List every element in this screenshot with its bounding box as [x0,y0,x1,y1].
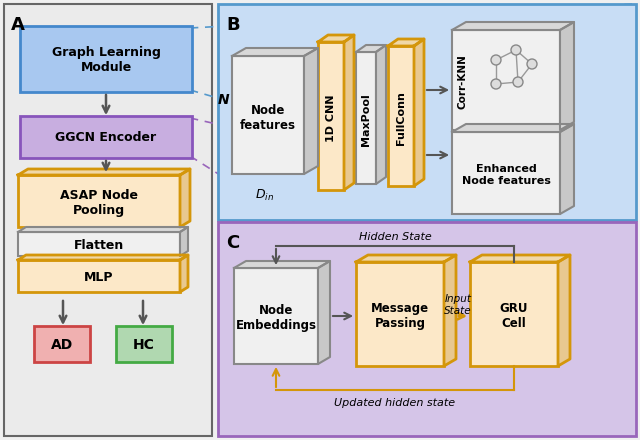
Polygon shape [560,22,574,130]
Circle shape [513,77,523,87]
Polygon shape [232,48,318,56]
Bar [356,262,444,366]
Bar [232,56,304,174]
Text: FullConn: FullConn [396,91,406,145]
Bar [234,268,318,364]
Polygon shape [18,255,188,260]
Polygon shape [304,48,318,174]
Text: Hidden State: Hidden State [358,232,431,242]
Polygon shape [18,227,188,232]
Polygon shape [318,261,330,364]
Bar [318,42,344,190]
Polygon shape [452,22,574,30]
Text: AD: AD [51,338,73,352]
Polygon shape [452,124,574,132]
Polygon shape [234,261,330,268]
Text: GGCN Encoder: GGCN Encoder [56,131,157,143]
Bar [218,4,636,220]
Text: Flatten: Flatten [74,238,124,252]
Text: 1D CNN: 1D CNN [326,94,336,142]
FancyBboxPatch shape [116,326,172,362]
Polygon shape [356,45,386,52]
Polygon shape [18,169,190,175]
Circle shape [511,45,521,55]
Text: HC: HC [133,338,155,352]
Text: Enhanced
Node features: Enhanced Node features [461,164,550,186]
Bar [452,30,560,130]
Polygon shape [558,255,570,366]
Bar [18,260,180,292]
Polygon shape [356,255,456,262]
Circle shape [491,55,501,65]
Polygon shape [560,124,574,214]
Text: Message
Passing: Message Passing [371,302,429,330]
Polygon shape [318,35,354,42]
Circle shape [491,79,501,89]
Polygon shape [180,169,190,227]
Text: Updated hidden state: Updated hidden state [335,398,456,408]
Bar [18,232,180,256]
Text: Node
Embeddings: Node Embeddings [236,304,317,332]
Text: $D_{in}$: $D_{in}$ [255,188,275,203]
Polygon shape [470,255,570,262]
Bar [470,262,558,366]
Bar [218,222,636,436]
FancyBboxPatch shape [20,116,192,158]
Text: GRU
Cell: GRU Cell [500,302,528,330]
Bar [388,46,414,186]
Polygon shape [376,45,386,184]
Bar [452,132,560,214]
Polygon shape [414,39,424,186]
Text: MLP: MLP [84,271,114,283]
Bar [18,175,180,227]
Text: Node
features: Node features [240,104,296,132]
Polygon shape [180,255,188,292]
FancyBboxPatch shape [34,326,90,362]
Text: ASAP Node
Pooling: ASAP Node Pooling [60,189,138,217]
Polygon shape [344,35,354,190]
FancyBboxPatch shape [20,26,192,92]
Polygon shape [180,227,188,256]
Text: MaxPool: MaxPool [361,94,371,147]
Text: Corr-KNN: Corr-KNN [457,55,467,110]
Circle shape [527,59,537,69]
Text: C: C [226,234,239,252]
Polygon shape [388,39,424,46]
Text: B: B [226,16,239,34]
Bar [356,52,376,184]
Text: A: A [11,16,25,34]
Text: Input
State: Input State [444,294,472,316]
Polygon shape [444,255,456,366]
Bar [4,4,212,436]
Text: N: N [218,93,230,107]
Text: Graph Learning
Module: Graph Learning Module [52,46,161,74]
